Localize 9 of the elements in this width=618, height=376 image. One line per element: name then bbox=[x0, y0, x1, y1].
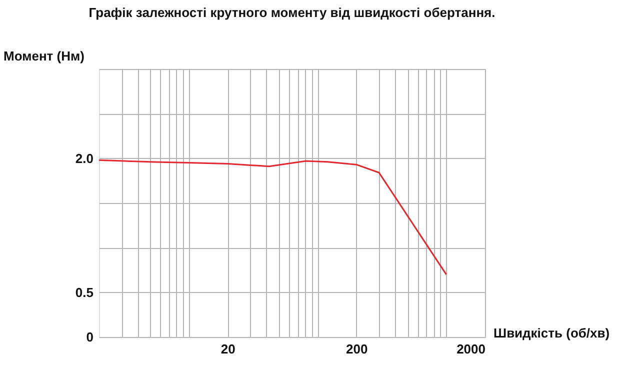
x-axis-title: Швидкість (об/хв) bbox=[494, 326, 610, 340]
y-axis-title: Момент (Нм) bbox=[4, 48, 84, 64]
x-tick-label: 2000 bbox=[456, 342, 486, 356]
y-tick-label: 0 bbox=[86, 330, 94, 344]
x-tick-label: 200 bbox=[346, 342, 368, 356]
y-tick-label: 2.0 bbox=[75, 150, 94, 166]
x-tick-label: 20 bbox=[220, 342, 236, 356]
y-tick-label: 0.5 bbox=[75, 284, 94, 300]
chart-title: Графік залежності крутного моменту від швидкості обертання. bbox=[88, 5, 496, 20]
